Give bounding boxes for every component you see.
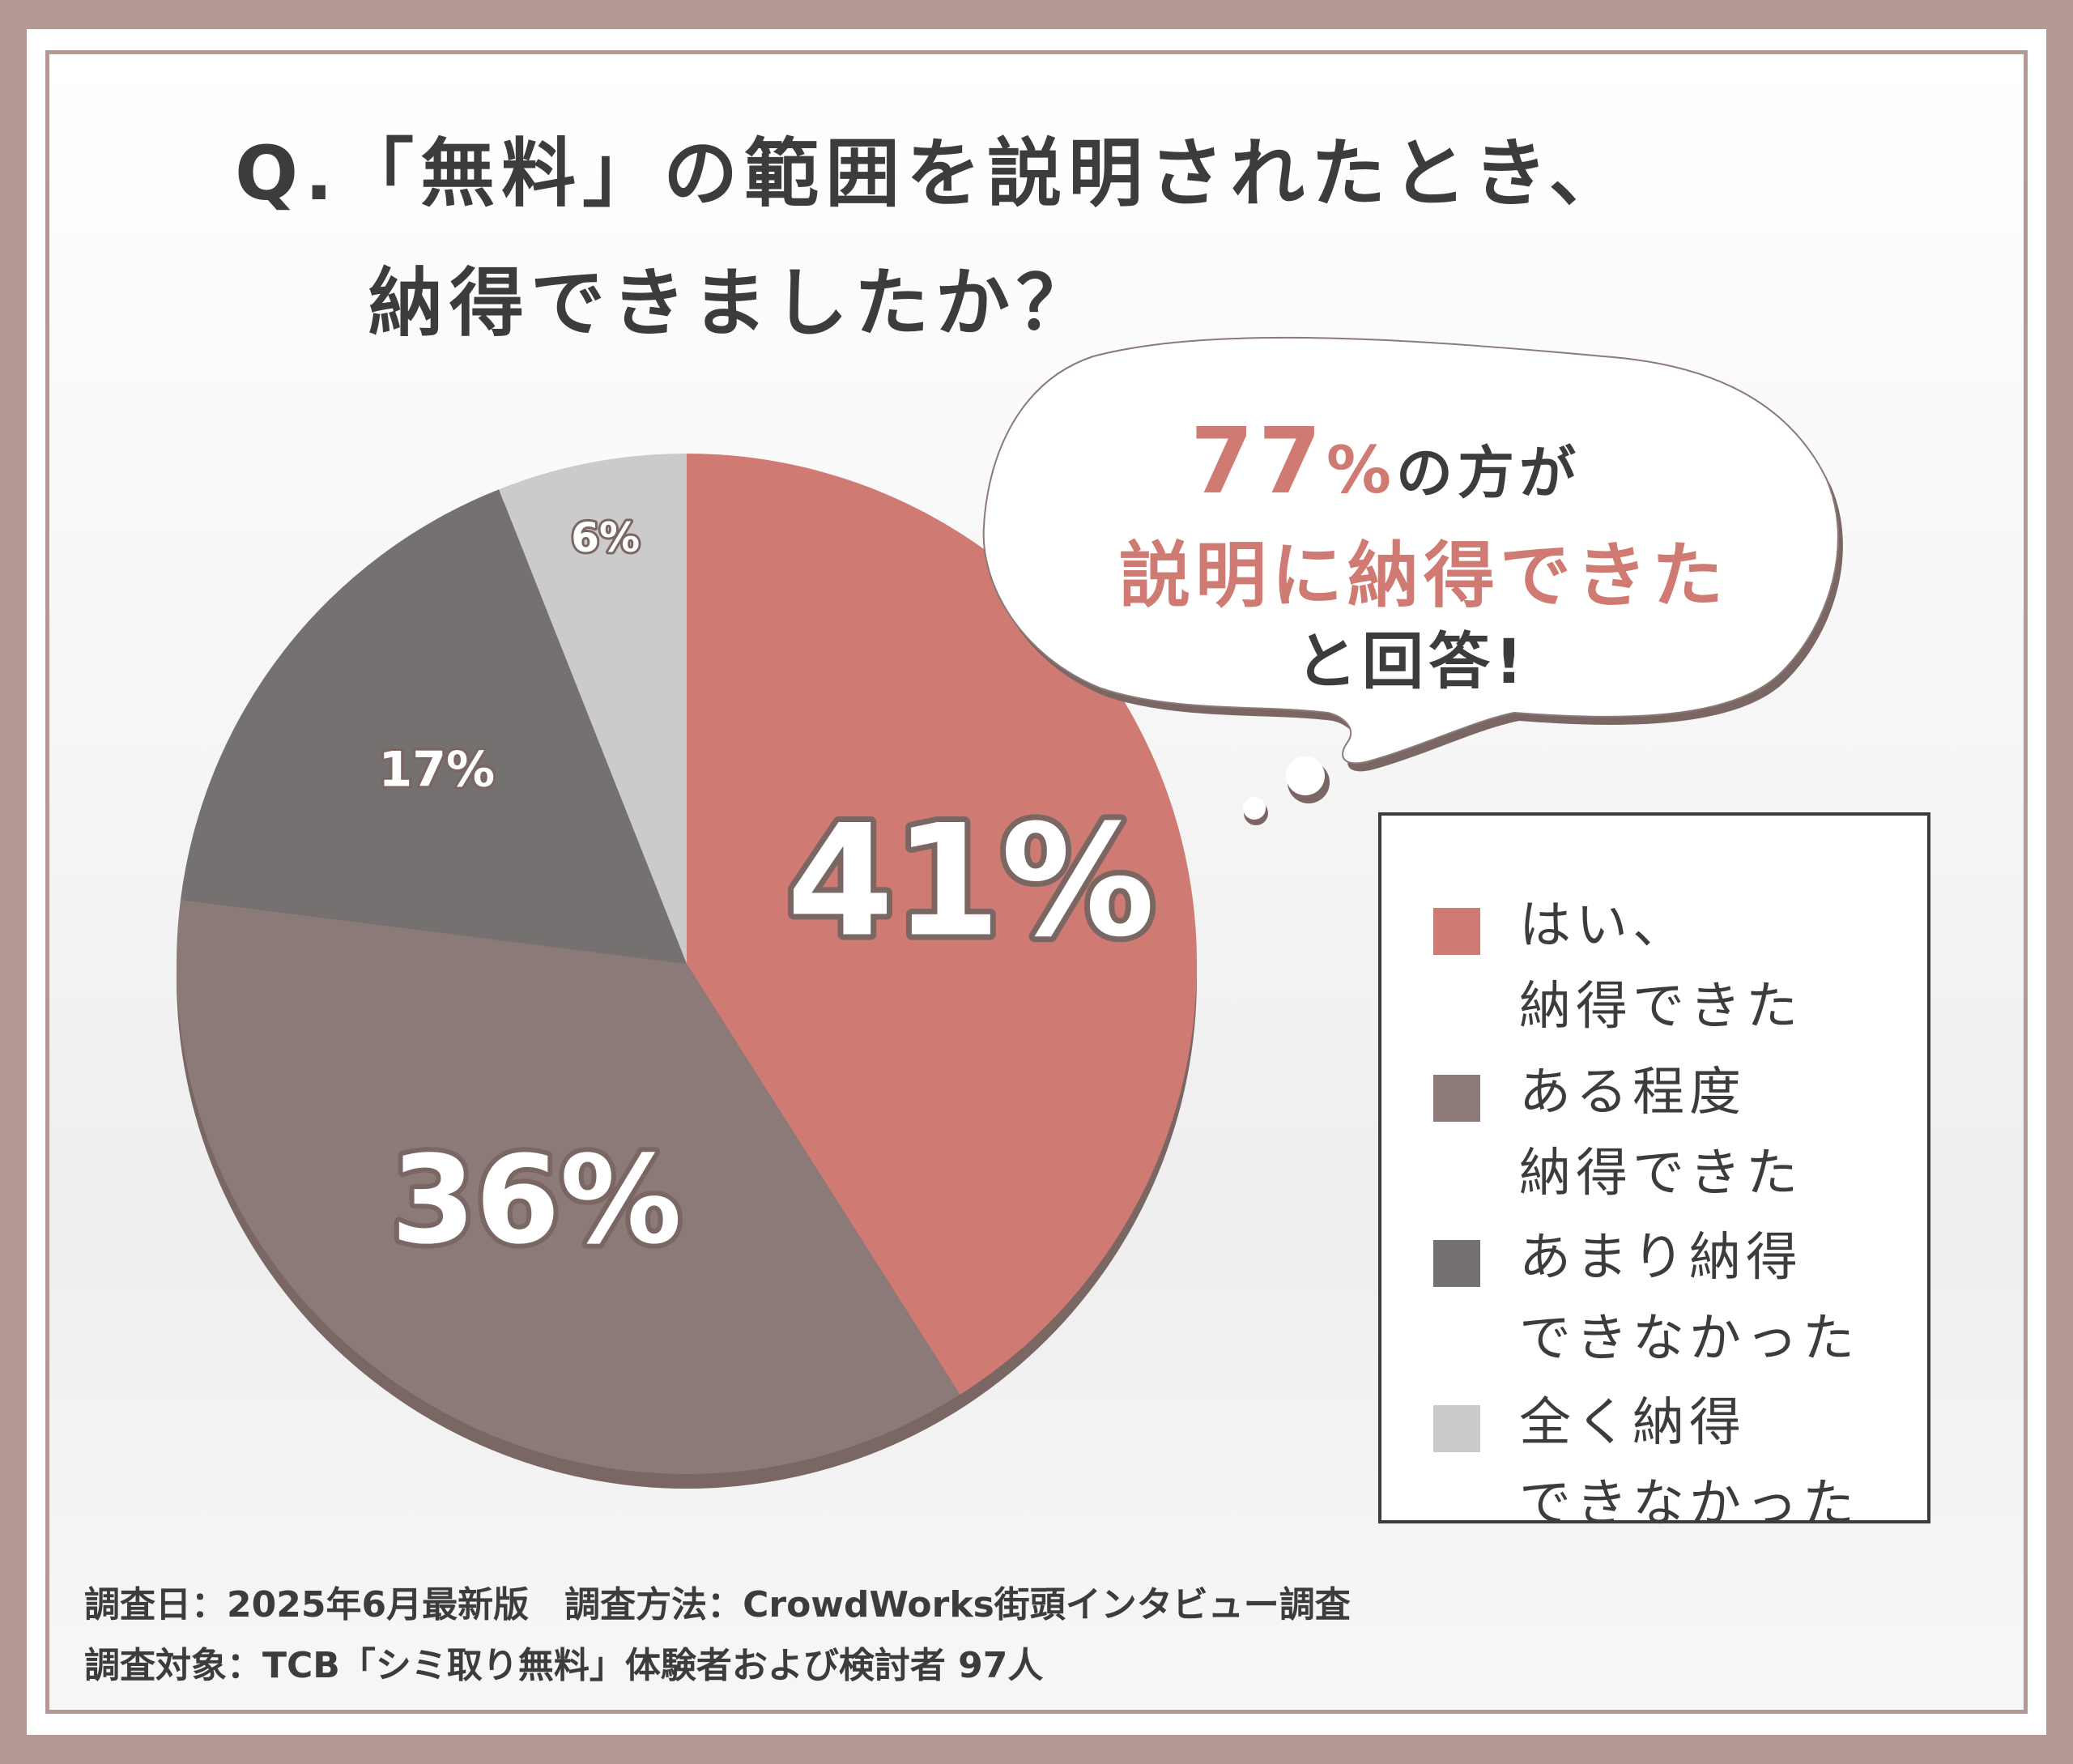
bubble-line3: と回答! [1296,625,1528,697]
pie-label-somewhat: 36% [391,1131,682,1272]
legend-label: できなかった [1519,1474,1859,1534]
legend-label: 納得できた [1519,977,1803,1037]
bubble-dot-large-face [1286,756,1325,795]
legend-label: ある程度 [1519,1063,1746,1123]
legend: はい、 納得できた ある程度 納得できた あまり納得 できなかった 全く納得 で… [1378,812,1930,1534]
legend-label: 納得できた [1519,1144,1803,1204]
bubble-percent-sign: % [1326,432,1397,508]
legend-swatch [1433,1405,1480,1452]
bubble-big-number: 77 [1190,409,1326,514]
legend-swatch [1433,1075,1480,1122]
survey-note-line1: 調査日：2025年6月最新版 調査方法：CrowdWorks街頭インタビュー調査 [84,1584,1351,1626]
legend-swatch [1433,908,1480,955]
legend-label: はい、 [1519,896,1689,956]
speech-bubble-body [982,336,1839,765]
legend-label: 全く納得 [1519,1393,1746,1453]
bubble-line2: 説明に納得できた [1119,534,1729,617]
legend-label: できなかった [1519,1309,1859,1369]
pie-slice-not-much [180,489,687,964]
survey-note-line2: 調査対象：TCB「シミ取り無料」体験者および検討者 97人 [84,1645,1044,1686]
bubble-dot-small-face [1243,797,1266,820]
legend-swatch [1433,1240,1480,1287]
pie-label-not-much: 17% [379,742,496,799]
bubble-line1: 77%の方が [1190,409,1581,514]
chart-title-line1: Q.「無料」の範囲を説明されたとき、 [235,130,1630,217]
pie-label-yes: 41% [787,792,1156,971]
pie-label-not-at-all: 6% [571,514,640,561]
legend-label: あまり納得 [1519,1228,1803,1288]
speech-bubble [982,336,1843,825]
bubble-line1-rest: の方が [1396,440,1581,506]
pie-slice-not-at-all [499,454,687,964]
pie-slice-somewhat [176,900,960,1475]
pie-slice-yes [687,454,1198,1395]
chart-title-line2: 納得できましたか？ [368,260,1098,347]
